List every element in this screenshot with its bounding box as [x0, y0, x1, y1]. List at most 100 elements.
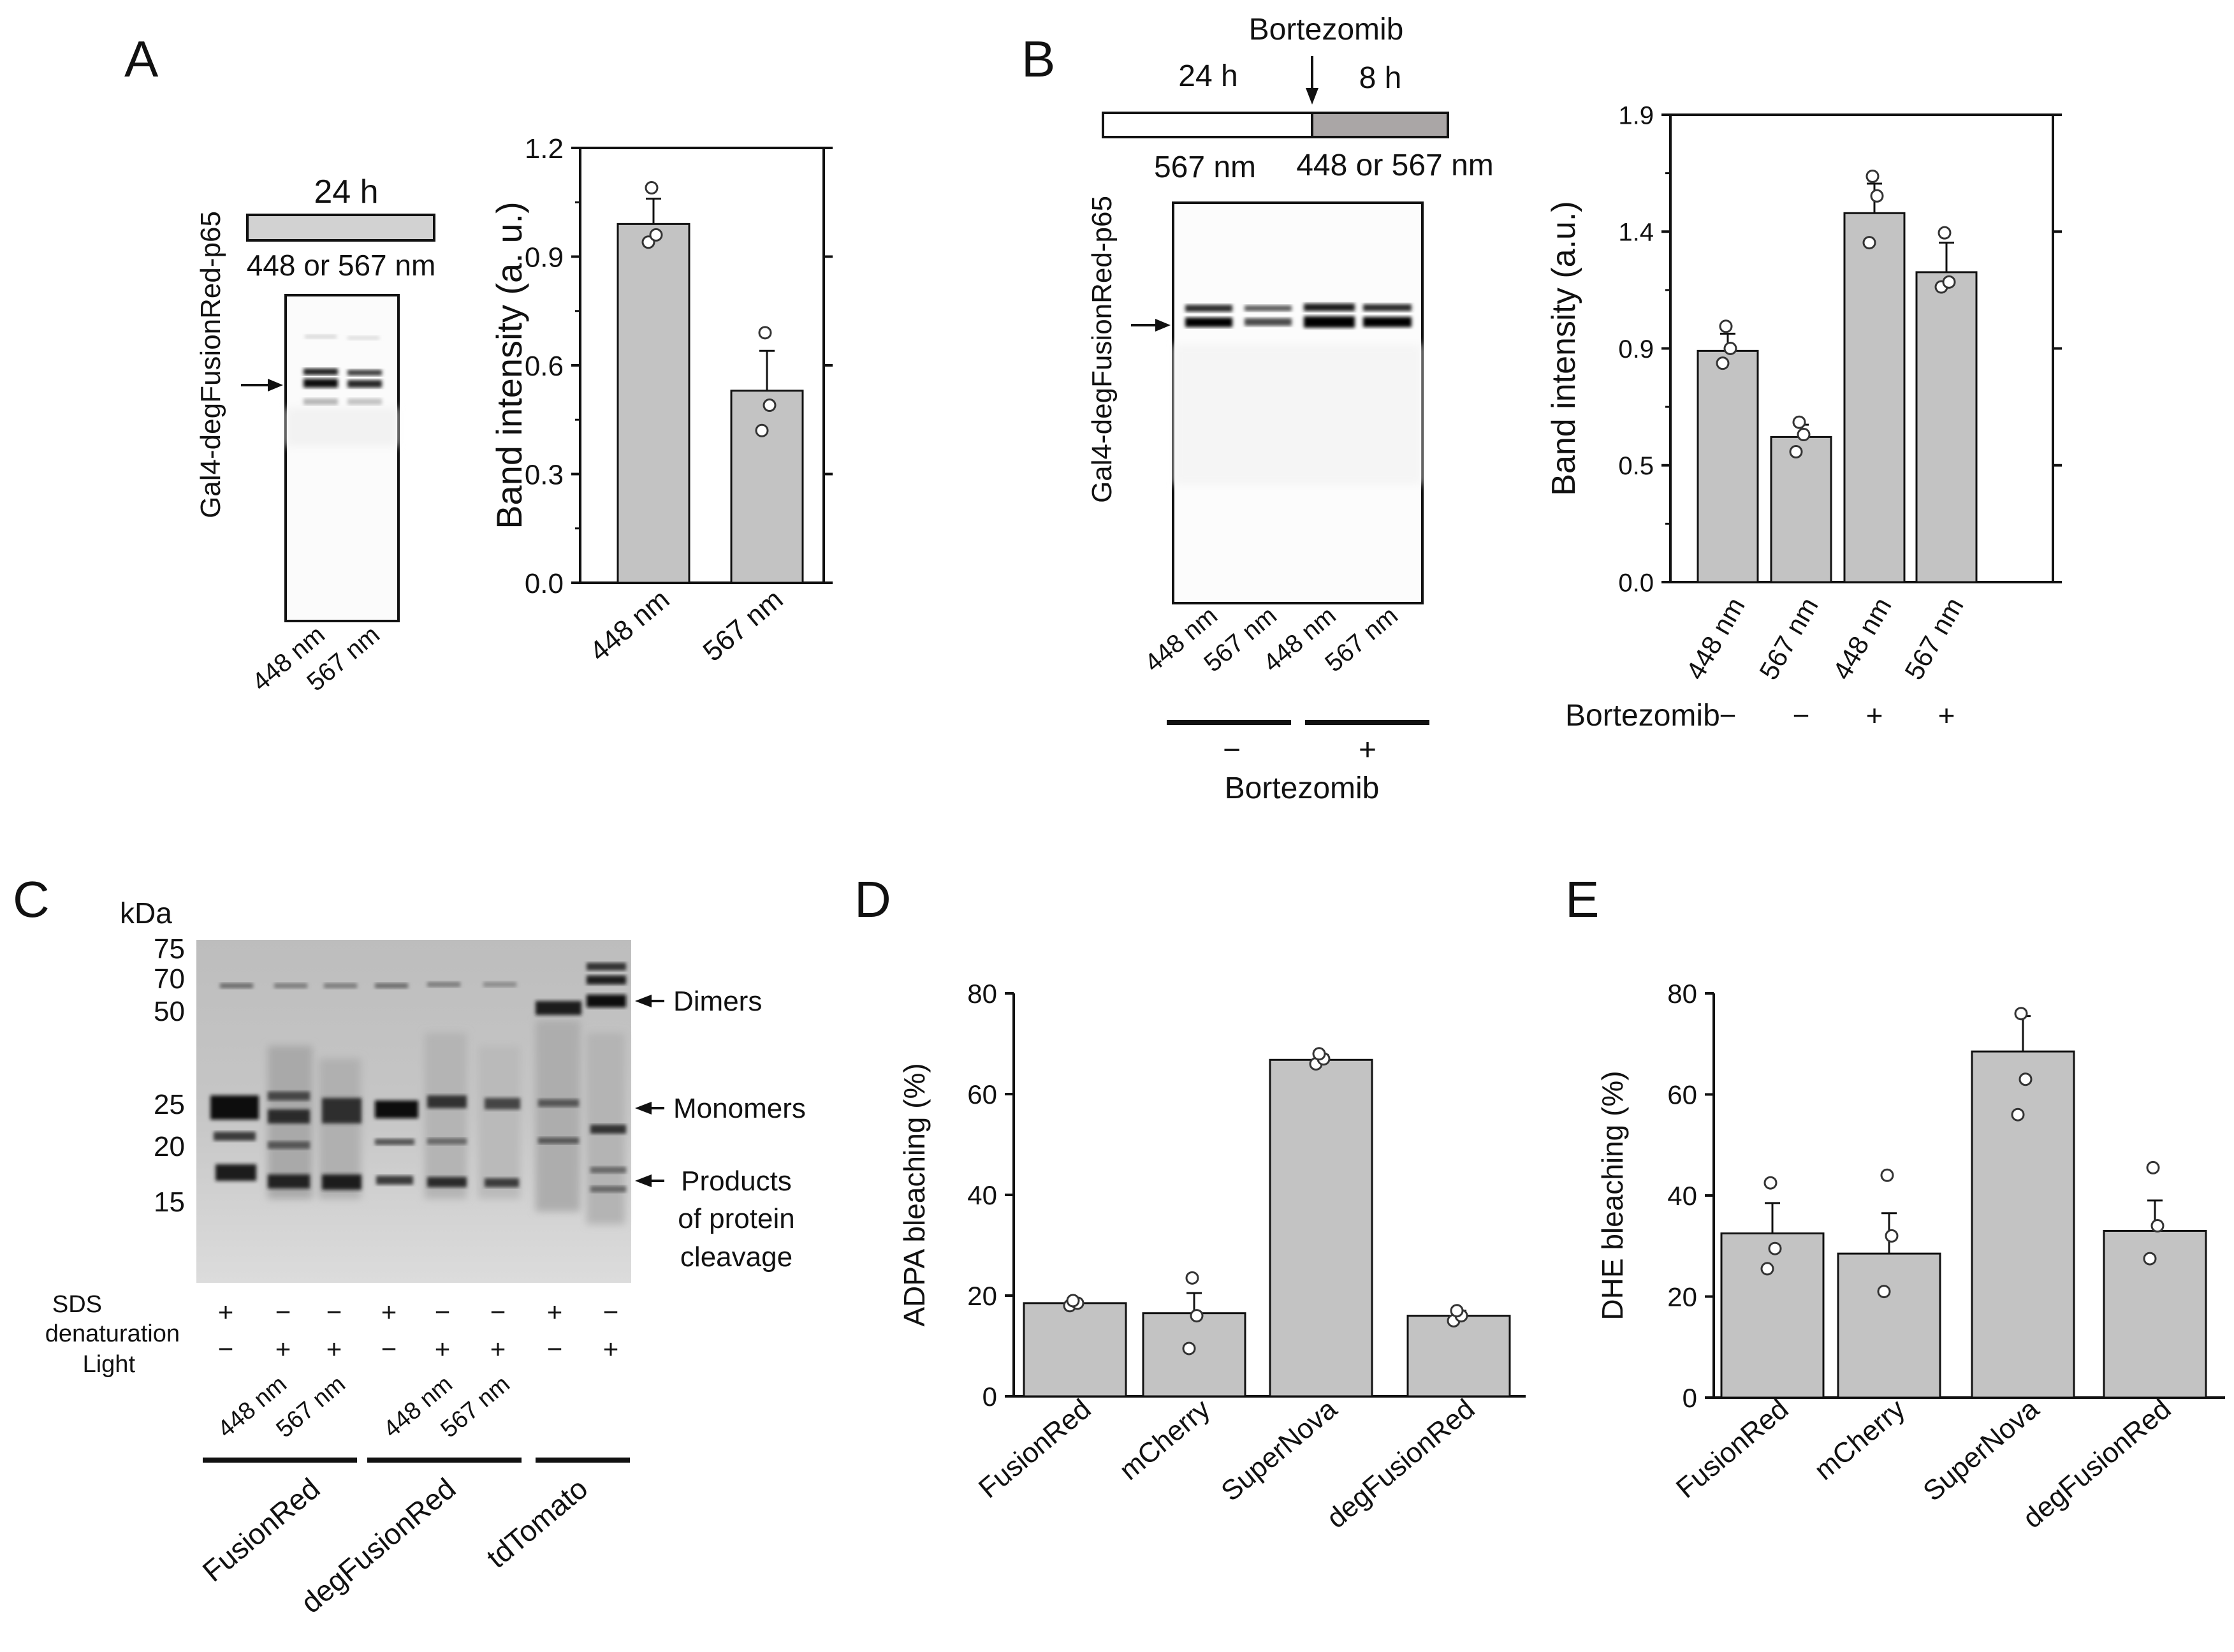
light-sign: + — [435, 1334, 451, 1364]
bar — [1843, 212, 1906, 583]
y-tick-label: 60 — [967, 1079, 997, 1109]
chart-b: 0.0 0.5 0.9 1.4 1.9 Band intensity (a.u.) 448 … — [1545, 101, 2062, 733]
y-tick-label: 40 — [967, 1180, 997, 1210]
sds-signs: + − − + − − + − — [218, 1297, 619, 1327]
data-point — [1719, 319, 1733, 333]
panel-b-time1: 24 h — [1178, 59, 1237, 93]
bar — [617, 223, 690, 584]
sds-sign: − — [603, 1297, 619, 1327]
panel-b: B Bortezomib 24 h 8 h 567 nm 448 or 567 … — [1021, 13, 2062, 805]
light-sign: − — [381, 1334, 397, 1364]
protein-gel — [196, 940, 631, 1283]
panel-a-timeline-label: 24 h — [314, 173, 378, 210]
category-label: SuperNova — [1917, 1393, 2045, 1507]
panel-a-blot-label: Gal4-degFusionRed-p65 — [195, 211, 226, 518]
category-label: SuperNova — [1215, 1393, 1343, 1507]
data-point — [1792, 415, 1806, 429]
data-point — [1862, 236, 1876, 250]
data-point — [1182, 1341, 1196, 1356]
category-label: degFusionRed — [1321, 1393, 1481, 1535]
panel-c: C kDa 75 70 50 25 20 15 — [13, 871, 806, 1619]
category-label: mCherry — [1809, 1393, 1911, 1486]
data-point — [1190, 1309, 1204, 1323]
y-tick-label: 20 — [1667, 1282, 1697, 1312]
data-point — [1942, 275, 1956, 289]
panel-b-wl2: 448 or 567 nm — [1296, 149, 1494, 182]
row-sign: + — [1938, 699, 1955, 732]
y-axis-label: ADPA bleaching (%) — [898, 1063, 931, 1326]
y-tick-label: 20 — [967, 1281, 997, 1311]
light-sign: + — [275, 1334, 291, 1364]
monomers-arrow — [635, 1102, 664, 1115]
panel-b-minus: − — [1223, 733, 1241, 767]
sds-sign: + — [381, 1297, 397, 1327]
panel-a-western-blot — [284, 294, 400, 622]
data-point — [1797, 428, 1811, 442]
data-point — [649, 228, 663, 242]
data-point — [2014, 1007, 2028, 1021]
panel-b-bottom-label: Bortezomib — [1225, 771, 1380, 805]
bar — [1406, 1315, 1511, 1398]
panel-a: A 24 h 448 or 567 nm Gal4-degFusionRed-p… — [124, 31, 833, 697]
panel-e-letter: E — [1565, 871, 1599, 928]
group-label: FusionRed — [196, 1472, 326, 1588]
bar — [1837, 1252, 1941, 1399]
data-point — [2011, 1107, 2025, 1122]
data-point — [1066, 1294, 1080, 1308]
data-point — [1877, 1285, 1891, 1299]
data-point — [1450, 1304, 1464, 1318]
sds-sign: − — [275, 1297, 291, 1327]
data-point — [1185, 1271, 1199, 1285]
row-label: Bortezomib — [1565, 699, 1720, 733]
y-axis-label: Band intensity (a.u.) — [1545, 201, 1582, 495]
y-tick-label: 0.3 — [525, 459, 564, 490]
y-tick-label: 0 — [982, 1382, 997, 1412]
panel-d-letter: D — [854, 871, 891, 928]
light-sign: − — [218, 1334, 234, 1364]
panel-b-timeline-white — [1102, 112, 1313, 138]
data-point — [1723, 342, 1737, 355]
sds-sign: + — [218, 1297, 234, 1327]
y-tick-label: 0.5 — [1618, 452, 1654, 480]
category-label: 567 nm — [1899, 592, 1969, 685]
data-point — [1312, 1047, 1326, 1061]
panel-b-timeline-gray — [1311, 112, 1449, 138]
category-label: 567 nm — [697, 583, 789, 668]
panel-b-drug-label: Bortezomib — [1249, 13, 1404, 47]
products-label: cleavage — [680, 1241, 792, 1273]
sds-sign: − — [435, 1297, 451, 1327]
bar — [1770, 435, 1832, 583]
monomers-label: Monomers — [673, 1093, 806, 1124]
products-label: Products — [681, 1166, 792, 1197]
data-point — [1870, 189, 1884, 203]
data-point — [763, 398, 777, 413]
bar — [1142, 1312, 1246, 1398]
y-tick-label: 0 — [1683, 1383, 1697, 1413]
sds-label: denaturation — [45, 1320, 180, 1347]
bar — [1915, 271, 1978, 583]
chart-a: 0.0 0.3 0.6 0.9 1.2 Band intensity (a. u.) 448… — [489, 133, 833, 668]
y-tick-label: 40 — [1667, 1181, 1697, 1211]
marker-label: 15 — [154, 1187, 185, 1218]
data-point — [645, 181, 659, 195]
data-point — [1716, 356, 1730, 370]
y-axis-label: Band intensity (a. u.) — [489, 201, 529, 529]
data-point — [2150, 1219, 2165, 1233]
kda-label: kDa — [120, 896, 172, 930]
light-sign: + — [490, 1334, 506, 1364]
sds-sign: + — [547, 1297, 563, 1327]
marker-label: 25 — [154, 1089, 185, 1120]
treatment-arrow — [1306, 56, 1318, 105]
panel-a-band-arrow — [241, 379, 283, 391]
bar — [730, 390, 804, 584]
panel-b-western-blot — [1172, 201, 1424, 604]
y-tick-label: 0.0 — [1618, 569, 1654, 597]
data-point — [758, 326, 772, 340]
panel-b-plus: + — [1359, 733, 1376, 767]
y-tick-label: 60 — [1667, 1080, 1697, 1110]
